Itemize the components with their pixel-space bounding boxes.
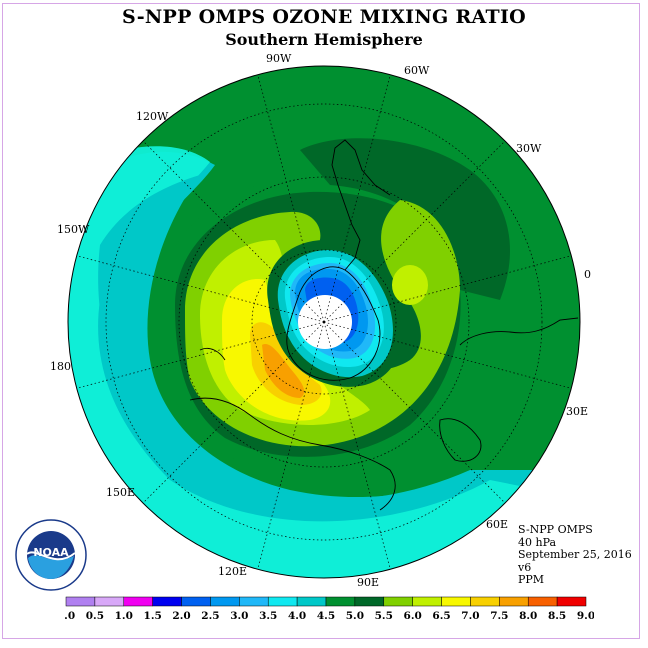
meridian-line (76, 255, 325, 323)
map-subtitle: Southern Hemisphere (225, 30, 423, 49)
meridian-line (323, 255, 572, 323)
plot-frame (2, 3, 640, 639)
colorbar-swatch (325, 596, 356, 607)
map-title: S-NPP OMPS OZONE MIXING RATIO (121, 6, 527, 28)
noaa-logo: NOAA (15, 519, 87, 591)
meridian-line (323, 321, 572, 389)
coastlines (189, 139, 579, 511)
colorbar-labels: 0.0 0.5 1.0 1.5 2.0 2.5 3.0 3.5 4.0 4.5 5.0 5.5 6.0 6… (64, 610, 594, 622)
colorbar-tick-label: 8.0 (519, 610, 537, 622)
colorbar-tick-label: 0.5 (86, 610, 104, 622)
colorbar-swatch (267, 596, 298, 607)
colorbar-tick-label: 6.0 (404, 610, 422, 622)
colorbar-swatch (239, 596, 269, 607)
globe-edge (67, 65, 581, 579)
lon-label-120e: 120E (218, 565, 247, 578)
lon-label-30e: 30E (566, 405, 588, 418)
colorbar-swatch (296, 596, 327, 607)
colorbar-tick-label: 4.0 (288, 610, 306, 622)
colorbar-tick-label: 3.0 (230, 610, 248, 622)
meridian-line (323, 321, 506, 504)
field-5.0-upper (300, 138, 510, 300)
colorbar-tick-label: 1.0 (115, 610, 133, 622)
info-units: PPM (518, 573, 545, 586)
colorbar-swatch (441, 596, 471, 607)
coast-south-america (331, 139, 391, 271)
meridian-line (323, 140, 506, 323)
info-version: v6 (518, 560, 532, 574)
colorbar-tick-label: 6.5 (432, 610, 450, 622)
info-instrument: S-NPP OMPS (518, 523, 593, 536)
colorbar-swatch (470, 596, 500, 607)
info-level: 40 hPa (518, 535, 557, 549)
colorbar-swatch (527, 596, 558, 607)
colorbar-tick-label: 5.0 (346, 610, 364, 622)
meridian-line (323, 74, 391, 323)
colorbar-swatch (94, 596, 125, 607)
colorbar-tick-label: 3.5 (259, 610, 277, 622)
field-4.0-band (98, 175, 480, 516)
colorbar-tick-label: 7.0 (461, 610, 479, 622)
colorbar-tick-label: 2.0 (172, 610, 190, 622)
colorbar-tick-label: 5.5 (375, 610, 393, 622)
coast-madagascar (439, 418, 482, 462)
colorbar-tick-label: 4.5 (317, 610, 335, 622)
colorbar-swatch (210, 596, 240, 607)
lon-label-120w: 120W (136, 110, 169, 123)
coast-nz (199, 347, 226, 361)
info-date: September 25, 2016 (518, 548, 632, 561)
meridian-line (76, 321, 325, 389)
lon-label-30w: 30W (516, 142, 542, 155)
lon-label-150w: 150W (57, 223, 90, 236)
colorbar-swatch (556, 596, 587, 607)
lon-label-60e: 60E (486, 518, 508, 531)
colorbar-tick-label: 9.0 (577, 610, 594, 622)
coast-antarctica (286, 266, 381, 381)
coast-australia (189, 397, 396, 511)
lon-label-150e: 150E (106, 486, 135, 499)
info-block: S-NPP OMPS 40 hPa September 25, 2016 v6 … (518, 523, 632, 587)
colorbar-tick-label: 1.5 (144, 610, 162, 622)
colorbar-swatch (383, 596, 413, 607)
meridian-line (323, 321, 391, 570)
colorbar-tick-label: 8.5 (548, 610, 566, 622)
colorbar-swatch (65, 596, 96, 607)
longitude-labels: 90W 60W 30W 0 30E 60E 90E 120E 150E 180 … (50, 52, 591, 589)
colorbar: 0.0 0.5 1.0 1.5 2.0 2.5 3.0 3.5 4.0 4.5 5.0 5.5 6.0 6… (64, 596, 594, 622)
coast-africa (459, 317, 579, 346)
colorbar-swatch (412, 596, 442, 607)
field-6.0-east (392, 265, 428, 305)
lon-label-60w: 60W (404, 64, 430, 77)
colorbar-tick-label: 2.5 (201, 610, 219, 622)
lon-label-180: 180 (50, 360, 71, 373)
meridian-line (142, 321, 325, 504)
field-7.5 (262, 344, 305, 398)
graticule (76, 74, 572, 570)
colorbar-swatch (354, 596, 385, 607)
lon-label-0: 0 (584, 268, 591, 281)
colorbar-swatches (65, 596, 587, 607)
lon-label-90e: 90E (357, 576, 379, 589)
colorbar-tick-label: 7.5 (490, 610, 508, 622)
meridian-line (257, 74, 325, 323)
meridian-line (257, 321, 325, 570)
colorbar-swatch (181, 596, 211, 607)
ozone-field (68, 66, 580, 578)
meridian-line (142, 140, 325, 323)
colorbar-swatch (499, 596, 529, 607)
colorbar-swatch (123, 596, 153, 607)
colorbar-swatch (152, 596, 182, 607)
logo-text: NOAA (33, 546, 69, 559)
colorbar-tick-label: 0.0 (64, 610, 75, 622)
lon-label-90w: 90W (266, 52, 292, 65)
